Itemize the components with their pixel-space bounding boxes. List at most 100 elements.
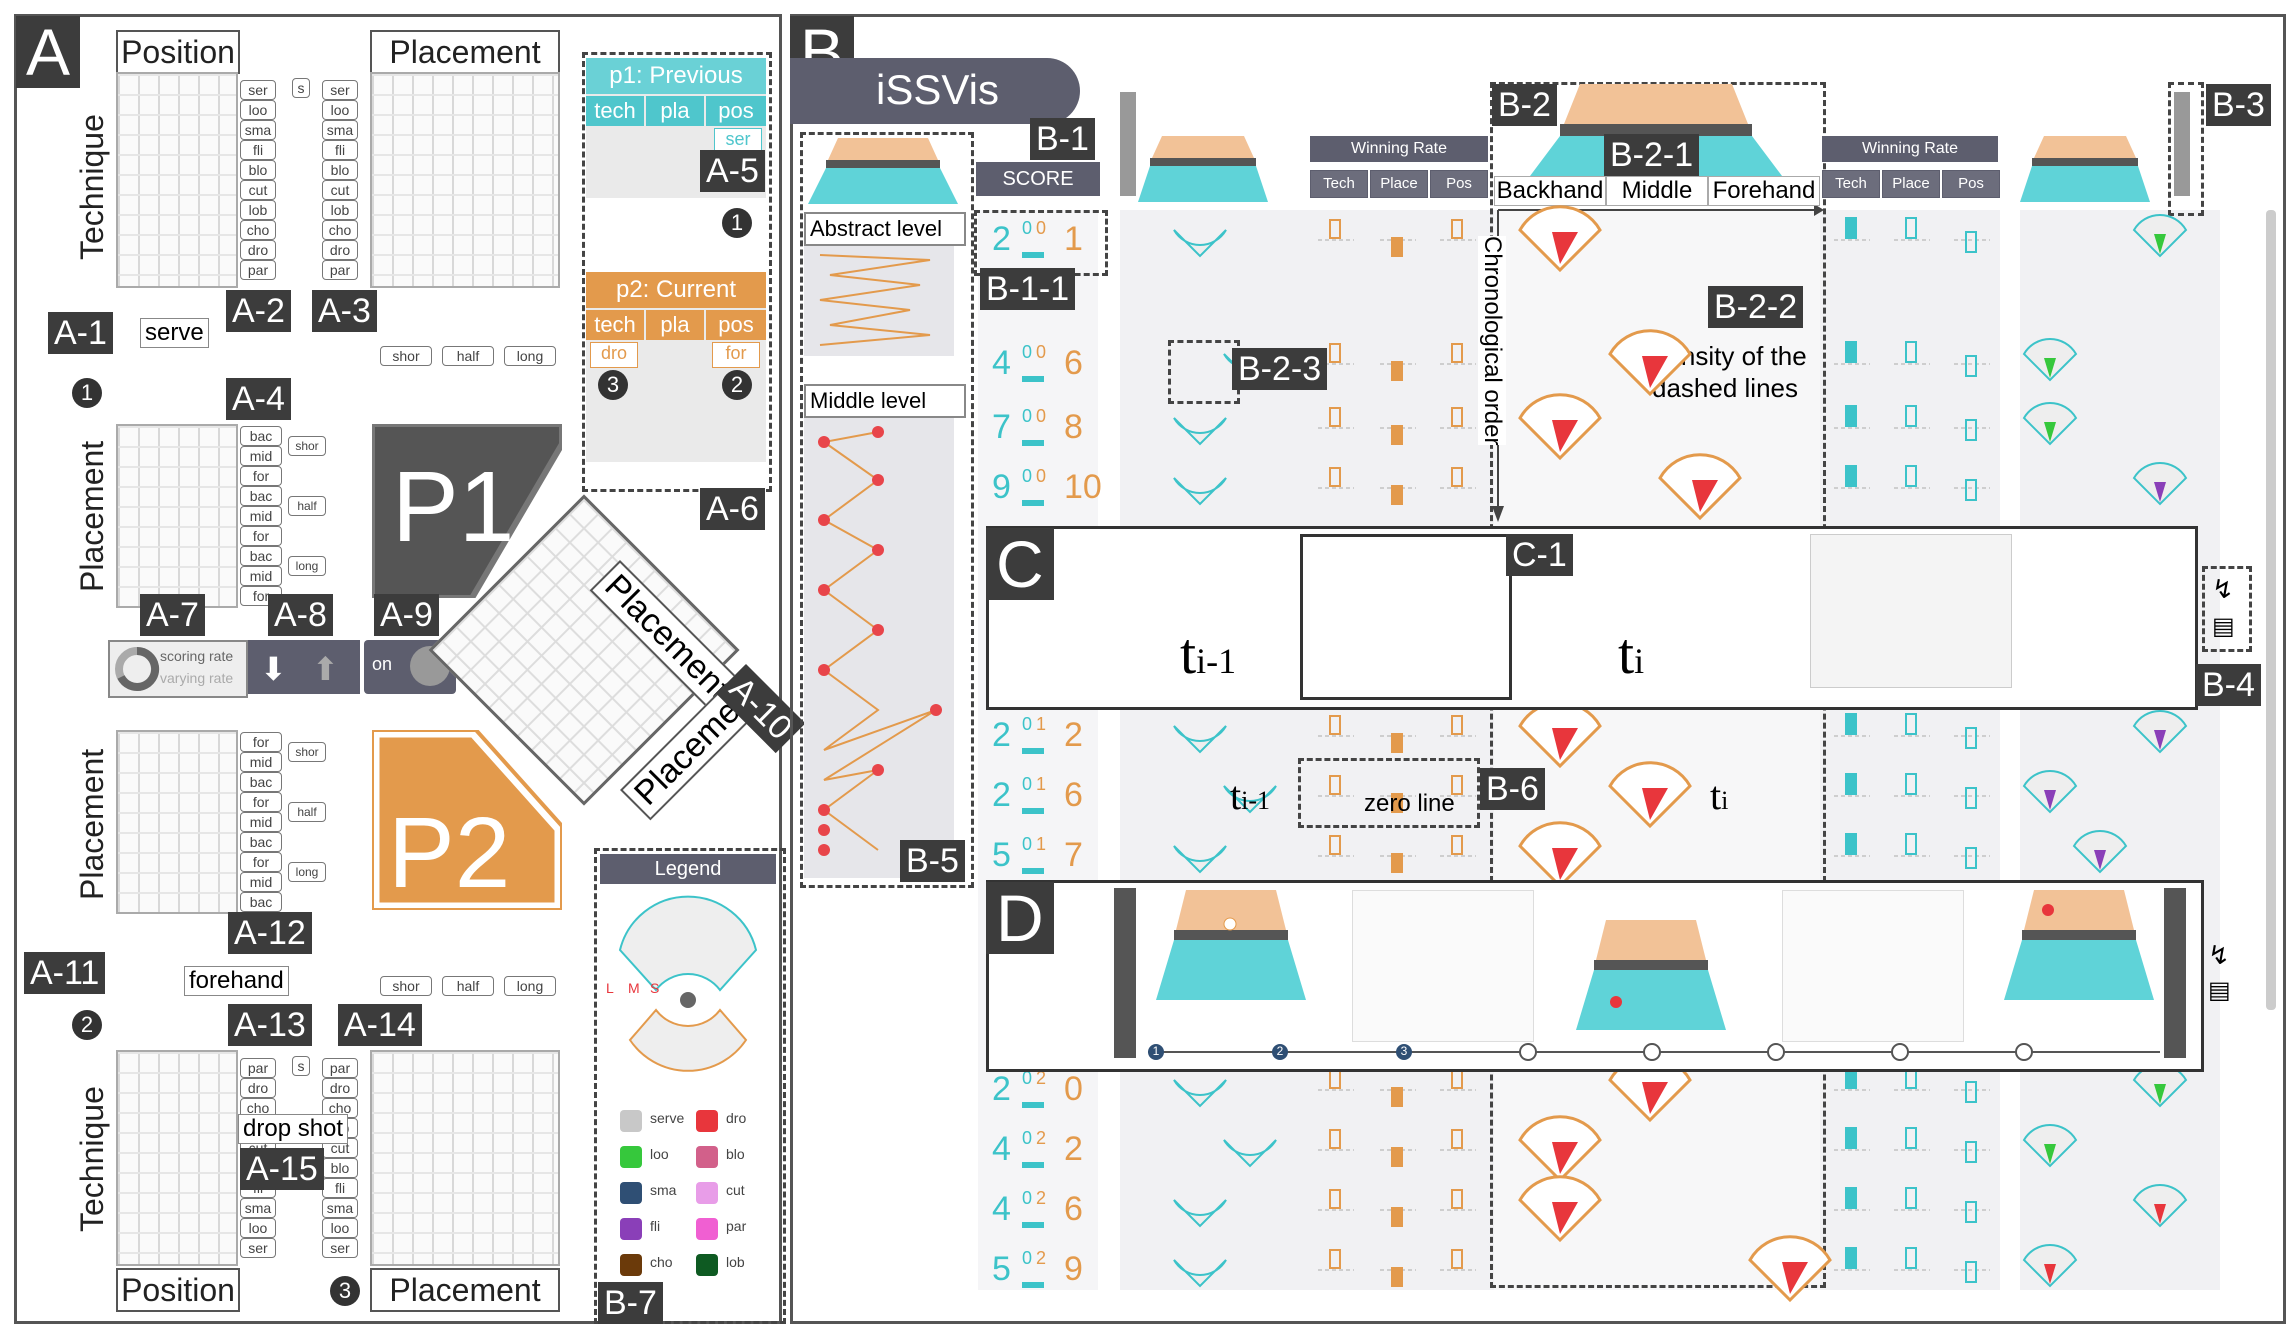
d-note-icon[interactable]: ▤ — [2208, 977, 2231, 1004]
placement-row-chip[interactable]: bac — [240, 892, 282, 912]
depth-chip[interactable]: long — [288, 556, 326, 576]
tech-chip-left[interactable]: loo — [240, 1218, 276, 1238]
tech-chip-left[interactable]: lob — [240, 200, 276, 220]
tech-chip-left[interactable]: par — [240, 260, 276, 280]
d-timeline[interactable] — [1140, 1040, 2164, 1064]
placement-technique-grid-top[interactable] — [370, 72, 560, 288]
prev-fan-glyph[interactable] — [1173, 477, 1227, 506]
depth-header-chip[interactable]: shor — [380, 346, 432, 366]
depth-chip[interactable]: half — [288, 802, 326, 822]
placement-row-chip[interactable]: mid — [240, 506, 282, 526]
tech-chip-left[interactable]: sma — [240, 1198, 276, 1218]
tech-chip-right[interactable]: loo — [322, 100, 358, 120]
tech-chip-right[interactable]: lob — [322, 200, 358, 220]
prev-fan-glyph[interactable] — [1173, 1199, 1227, 1228]
prev-fan-glyph[interactable] — [1173, 845, 1227, 874]
depth-header-chip[interactable]: half — [442, 976, 494, 996]
tech-chip-right[interactable]: par — [322, 260, 358, 280]
tech-chip-left[interactable]: cut — [240, 180, 276, 200]
tech-chip-right[interactable]: cho — [322, 220, 358, 240]
tech-chip-left[interactable]: sma — [240, 120, 276, 140]
tech-chip-right[interactable]: loo — [322, 1218, 358, 1238]
tech-chip-right[interactable]: dro — [322, 1078, 358, 1098]
prev-fan-glyph[interactable] — [1173, 1259, 1227, 1288]
arrow-up-icon[interactable]: ⬆ — [312, 651, 339, 687]
wr-left-tech[interactable]: Tech — [1310, 170, 1368, 198]
tech-chip-right[interactable]: sma — [322, 120, 358, 140]
placement-row-chip[interactable]: mid — [240, 872, 282, 892]
depth-header-chip[interactable]: long — [504, 976, 556, 996]
placement-row-chip[interactable]: mid — [240, 752, 282, 772]
tech-chip-right[interactable]: par — [322, 1058, 358, 1078]
placement-row-chip[interactable]: for — [240, 466, 282, 486]
tech-chip-right[interactable]: cut — [322, 180, 358, 200]
tech-chip-left[interactable]: par — [240, 1058, 276, 1078]
placement-row-chip[interactable]: mid — [240, 812, 282, 832]
tech-chip-right[interactable]: dro — [322, 240, 358, 260]
placement-row-chip[interactable]: bac — [240, 832, 282, 852]
wr-left-pos[interactable]: Pos — [1430, 170, 1488, 198]
group-chip[interactable]: s — [292, 1056, 310, 1076]
placement-row-chip[interactable]: for — [240, 792, 282, 812]
wr-right-pos[interactable]: Pos — [1942, 170, 2000, 198]
placement-row-chip[interactable]: mid — [240, 446, 282, 466]
tech-chip-right[interactable]: blo — [322, 1158, 358, 1178]
zigzag-icon[interactable]: ↯ — [2212, 574, 2234, 604]
depth-header-chip[interactable]: long — [504, 346, 556, 366]
right-collapse-handle[interactable] — [2174, 92, 2190, 196]
depth-chip[interactable]: half — [288, 496, 326, 516]
placement-row-chip[interactable]: for — [240, 852, 282, 872]
score-button[interactable]: SCORE — [976, 162, 1100, 196]
depth-header-chip[interactable]: half — [442, 346, 494, 366]
placement-row-chip[interactable]: bac — [240, 486, 282, 506]
d-left-handle[interactable] — [1114, 888, 1136, 1058]
wr-right-tech[interactable]: Tech — [1822, 170, 1880, 198]
sort-buttons[interactable]: ⬇ ⬆ — [248, 640, 360, 694]
prev-fan-glyph[interactable] — [1173, 725, 1227, 754]
d-zigzag-icon[interactable]: ↯ — [2208, 940, 2230, 970]
group-chip[interactable]: s — [292, 78, 310, 98]
prev-fan-glyph[interactable] — [1223, 785, 1277, 814]
tech-chip-left[interactable]: dro — [240, 1078, 276, 1098]
wr-left-place[interactable]: Place — [1370, 170, 1428, 198]
prev-fan-glyph[interactable] — [1223, 1139, 1277, 1168]
placement-row-chip[interactable]: bac — [240, 772, 282, 792]
tech-chip-right[interactable]: sma — [322, 1198, 358, 1218]
note-icon[interactable]: ▤ — [2212, 613, 2235, 640]
placement-technique-grid-bottom[interactable] — [370, 1050, 560, 1266]
tech-chip-right[interactable]: blo — [322, 160, 358, 180]
tech-chip-left[interactable]: dro — [240, 240, 276, 260]
p2-placement-grid[interactable] — [116, 730, 238, 914]
tech-chip-left[interactable]: fli — [240, 140, 276, 160]
prev-fan-glyph[interactable] — [1173, 1079, 1227, 1108]
p1-placement-grid[interactable] — [116, 424, 238, 608]
position-technique-grid-bottom[interactable] — [116, 1050, 238, 1266]
depth-header-chip[interactable]: shor — [380, 976, 432, 996]
toggle-switch[interactable]: on — [364, 640, 456, 694]
prev-fan-glyph[interactable] — [1173, 229, 1227, 258]
placement-row-chip[interactable]: mid — [240, 566, 282, 586]
left-collapse-handle[interactable] — [1120, 92, 1136, 196]
tech-chip-right[interactable]: ser — [322, 1238, 358, 1258]
tech-chip-left[interactable]: cho — [240, 220, 276, 240]
wr-right-place[interactable]: Place — [1882, 170, 1940, 198]
placement-row-chip[interactable]: for — [240, 732, 282, 752]
depth-chip[interactable]: shor — [288, 436, 326, 456]
tech-chip-left[interactable]: ser — [240, 1238, 276, 1258]
tech-chip-left[interactable]: ser — [240, 80, 276, 100]
tech-chip-right[interactable]: ser — [322, 80, 358, 100]
scoring-rate-control[interactable]: scoring rate varying rate — [108, 640, 248, 698]
scrollbar[interactable] — [2266, 210, 2276, 1010]
arrow-down-icon[interactable]: ⬇ — [260, 651, 287, 687]
placement-row-chip[interactable]: bac — [240, 426, 282, 446]
tech-chip-right[interactable]: cho — [322, 1098, 358, 1118]
d-right-handle[interactable] — [2164, 888, 2186, 1058]
depth-chip[interactable]: shor — [288, 742, 326, 762]
tech-chip-right[interactable]: fli — [322, 140, 358, 160]
tech-chip-left[interactable]: loo — [240, 100, 276, 120]
depth-chip[interactable]: long — [288, 862, 326, 882]
placement-row-chip[interactable]: for — [240, 526, 282, 546]
prev-fan-glyph[interactable] — [1173, 417, 1227, 446]
position-technique-grid-top[interactable] — [116, 72, 238, 288]
tech-chip-left[interactable]: blo — [240, 160, 276, 180]
